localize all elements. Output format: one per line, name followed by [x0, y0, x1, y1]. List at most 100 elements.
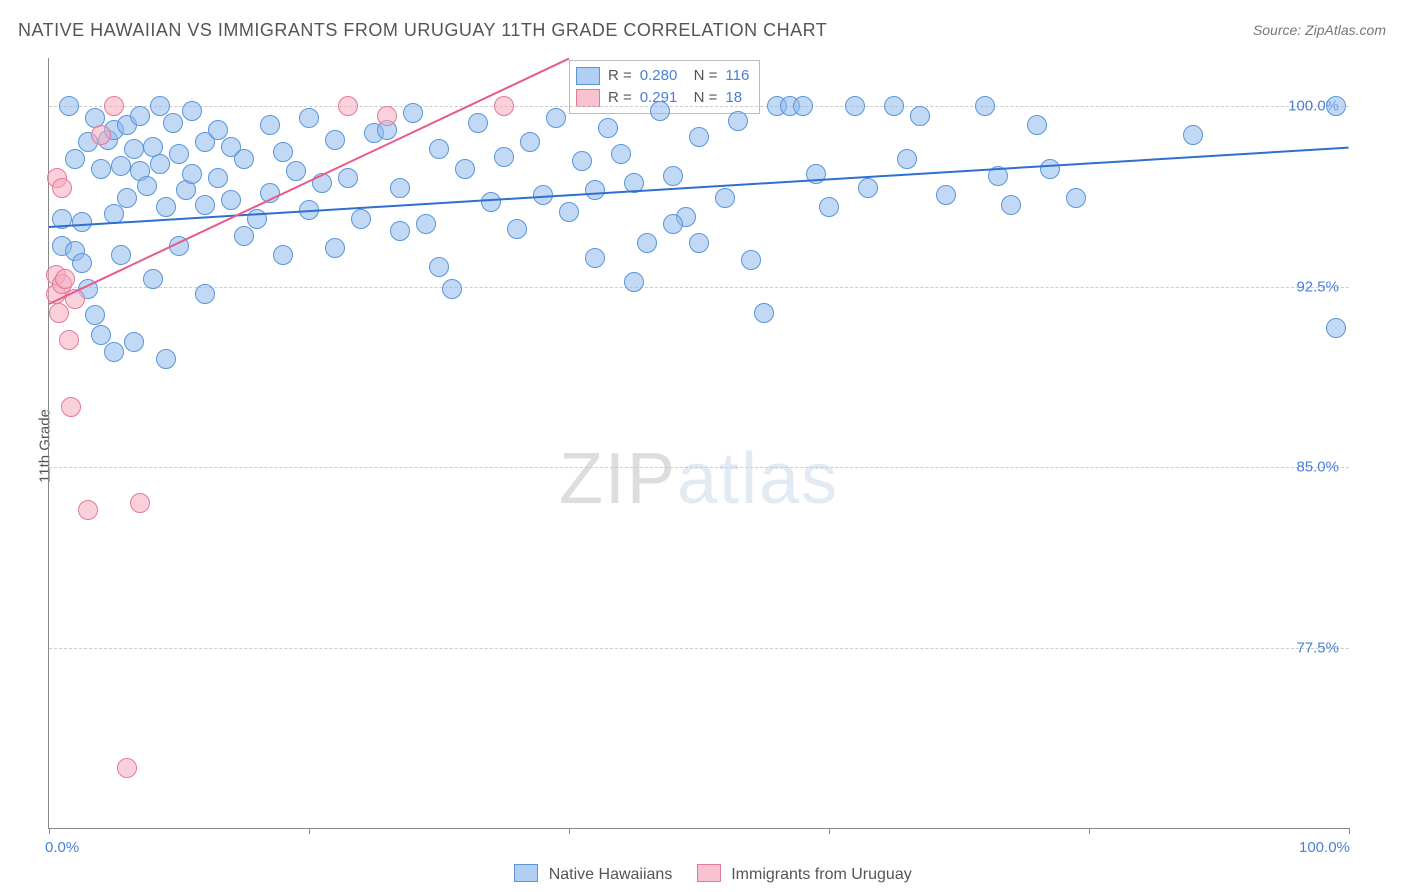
data-point [150, 154, 170, 174]
data-point [585, 180, 605, 200]
data-point [1001, 195, 1021, 215]
data-point [137, 176, 157, 196]
data-point [55, 269, 75, 289]
data-point [208, 120, 228, 140]
data-point [111, 156, 131, 176]
data-point [910, 106, 930, 126]
data-point [325, 130, 345, 150]
data-point [124, 332, 144, 352]
y-tick-label: 77.5% [1296, 639, 1339, 656]
data-point [85, 305, 105, 325]
data-point [78, 500, 98, 520]
data-point [52, 178, 72, 198]
data-point [442, 279, 462, 299]
data-point [598, 118, 618, 138]
data-point [49, 303, 69, 323]
data-point [1326, 96, 1346, 116]
plot-area: ZIPatlas R = 0.280 N = 116 R = 0.291 N =… [48, 58, 1349, 829]
data-point [637, 233, 657, 253]
y-tick-label: 85.0% [1296, 459, 1339, 476]
data-point [124, 139, 144, 159]
data-point [858, 178, 878, 198]
data-point [195, 195, 215, 215]
data-point [845, 96, 865, 116]
data-point [338, 96, 358, 116]
data-point [156, 349, 176, 369]
data-point [163, 113, 183, 133]
data-point [650, 101, 670, 121]
data-point [299, 108, 319, 128]
gridline [49, 467, 1349, 468]
data-point [793, 96, 813, 116]
data-point [689, 127, 709, 147]
gridline [49, 287, 1349, 288]
data-point [429, 257, 449, 277]
data-point [208, 168, 228, 188]
watermark: ZIPatlas [559, 438, 839, 520]
legend: Native Hawaiians Immigrants from Uruguay [0, 864, 1406, 884]
data-point [130, 106, 150, 126]
stats-row-blue: R = 0.280 N = 116 [576, 65, 749, 87]
data-point [338, 168, 358, 188]
data-point [481, 192, 501, 212]
data-point [520, 132, 540, 152]
gridline [49, 648, 1349, 649]
data-point [182, 101, 202, 121]
data-point [754, 303, 774, 323]
legend-label-pink: Immigrants from Uruguay [731, 866, 912, 883]
data-point [59, 330, 79, 350]
data-point [416, 214, 436, 234]
x-tick-mark [569, 828, 570, 834]
data-point [663, 214, 683, 234]
data-point [351, 209, 371, 229]
x-tick-mark [1089, 828, 1090, 834]
data-point [624, 272, 644, 292]
data-point [150, 96, 170, 116]
data-point [91, 125, 111, 145]
data-point [975, 96, 995, 116]
data-point [72, 212, 92, 232]
data-point [91, 325, 111, 345]
data-point [1066, 188, 1086, 208]
y-tick-label: 92.5% [1296, 278, 1339, 295]
data-point [611, 144, 631, 164]
legend-swatch-blue-icon [514, 864, 538, 882]
data-point [377, 106, 397, 126]
gridline [49, 106, 1349, 107]
data-point [468, 113, 488, 133]
data-point [819, 197, 839, 217]
data-point [104, 96, 124, 116]
data-point [494, 147, 514, 167]
x-tick-mark [829, 828, 830, 834]
data-point [91, 159, 111, 179]
data-point [936, 185, 956, 205]
x-tick-mark [1349, 828, 1350, 834]
source-label: Source: ZipAtlas.com [1253, 22, 1386, 38]
data-point [195, 284, 215, 304]
x-tick-mark [309, 828, 310, 834]
data-point [507, 219, 527, 239]
data-point [494, 96, 514, 116]
data-point [390, 221, 410, 241]
data-point [728, 111, 748, 131]
data-point [59, 96, 79, 116]
data-point [169, 144, 189, 164]
x-tick-label: 100.0% [1299, 839, 1350, 856]
data-point [897, 149, 917, 169]
data-point [65, 149, 85, 169]
swatch-blue-icon [576, 67, 600, 85]
data-point [663, 166, 683, 186]
data-point [286, 161, 306, 181]
data-point [1326, 318, 1346, 338]
trend-line [49, 58, 570, 305]
x-tick-mark [49, 828, 50, 834]
data-point [104, 342, 124, 362]
data-point [117, 758, 137, 778]
data-point [143, 269, 163, 289]
data-point [585, 248, 605, 268]
data-point [741, 250, 761, 270]
data-point [273, 142, 293, 162]
data-point [403, 103, 423, 123]
data-point [715, 188, 735, 208]
data-point [546, 108, 566, 128]
